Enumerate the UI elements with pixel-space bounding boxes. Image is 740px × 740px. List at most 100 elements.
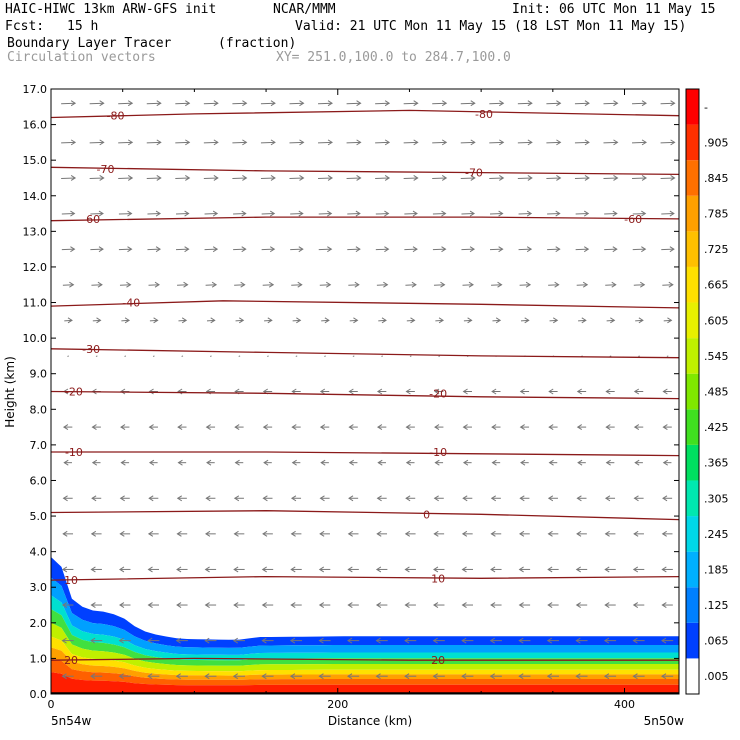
wind-vector: [375, 246, 390, 253]
wind-vector: [118, 210, 133, 217]
wind-vector: [348, 424, 358, 431]
wind-vector: [462, 388, 472, 395]
wind-vector: [666, 355, 669, 357]
wind-vector: [406, 317, 416, 324]
wind-vector: [91, 281, 103, 288]
wind-vector: [232, 673, 245, 680]
wind-vector: [460, 139, 476, 146]
y-tick-label: 1.0: [30, 652, 48, 665]
wind-vector: [519, 495, 530, 502]
wind-vector: [491, 424, 501, 431]
wind-vector: [375, 139, 391, 146]
wind-vector: [605, 424, 615, 431]
wind-vector: [547, 530, 559, 537]
wind-vector: [209, 355, 212, 357]
wind-vector: [489, 139, 505, 146]
wind-vector: [175, 637, 188, 644]
wind-vector: [320, 459, 329, 466]
wind-vector: [491, 388, 501, 395]
wind-vector: [490, 602, 502, 608]
wind-vector: [375, 210, 390, 217]
wind-vector: [434, 388, 444, 395]
wind-vector: [632, 210, 647, 217]
colorbar-swatch: [686, 89, 699, 125]
wind-vector: [147, 602, 160, 608]
wind-vector: [147, 637, 160, 644]
temperature-contour: [51, 166, 679, 176]
colorbar-label: .125: [704, 599, 729, 612]
wind-vector: [261, 602, 274, 608]
wind-vector: [89, 175, 105, 181]
wind-vector: [347, 530, 359, 537]
temperature-contour: [51, 575, 679, 581]
wind-vector: [61, 602, 74, 608]
contour-label: -80: [107, 110, 125, 123]
wind-vector: [409, 355, 412, 357]
wind-vector: [462, 281, 474, 288]
wind-vector: [177, 459, 187, 466]
wind-vector: [461, 602, 474, 608]
wind-vector: [632, 637, 645, 644]
wind-vector: [319, 530, 330, 537]
wind-vector: [433, 530, 445, 537]
wind-vector: [489, 175, 505, 181]
wind-vector: [175, 139, 191, 146]
forecast-label: Fcst:: [5, 19, 45, 34]
wind-vector: [348, 281, 360, 288]
wind-vector: [547, 246, 561, 253]
wind-vector: [546, 637, 559, 644]
wind-vector: [404, 602, 416, 608]
tracer-band-5: [51, 636, 679, 676]
wind-vector: [603, 139, 619, 146]
wind-vector: [148, 424, 158, 431]
wind-vector: [433, 495, 444, 502]
wind-vector: [152, 355, 155, 357]
wind-vector: [633, 281, 646, 288]
wind-vector: [147, 673, 160, 680]
wind-vector: [147, 566, 160, 573]
wind-vector: [546, 100, 562, 107]
wind-vector: [319, 495, 330, 502]
wind-vector: [90, 530, 102, 537]
wind-vector: [205, 495, 216, 502]
wind-vector: [262, 530, 273, 537]
field-units: (fraction): [218, 36, 297, 51]
wind-vector: [489, 246, 504, 253]
overlay-name: Circulation vectors: [7, 50, 156, 65]
wind-vector: [91, 424, 101, 431]
contour-label: -40: [122, 297, 140, 310]
wind-vector: [632, 246, 647, 253]
wind-vector: [261, 210, 276, 217]
contour-label: 10: [431, 572, 445, 585]
wind-vector: [289, 100, 305, 107]
y-tick-label: 2.0: [30, 617, 48, 630]
wind-vector: [352, 355, 355, 357]
y-tick-label: 10.0: [23, 332, 48, 345]
wind-vector: [403, 175, 419, 181]
wind-vector: [661, 602, 673, 608]
wind-vector: [604, 602, 616, 608]
wind-vector: [260, 139, 276, 146]
wind-vector: [321, 317, 330, 324]
wind-vector: [604, 530, 616, 537]
colorbar-label: .545: [704, 350, 729, 363]
contour-label: 20: [431, 654, 445, 667]
x-tick-label: 400: [614, 698, 635, 711]
wind-vector: [632, 602, 645, 608]
wind-vector: [206, 317, 216, 324]
wind-vector: [347, 673, 360, 680]
wind-vector: [548, 388, 558, 395]
wind-vector: [290, 566, 302, 573]
x-endpoint-left: 5n54w: [51, 714, 92, 728]
wind-vector: [575, 673, 588, 680]
wind-vector: [463, 317, 473, 324]
wind-vector: [517, 100, 533, 107]
wind-vector: [461, 566, 474, 573]
wind-vector: [405, 459, 415, 466]
wind-vector: [663, 317, 673, 324]
wind-vector: [632, 566, 645, 573]
wind-vector: [661, 246, 675, 253]
wind-vector: [404, 246, 418, 253]
y-tick-label: 16.0: [23, 119, 48, 132]
